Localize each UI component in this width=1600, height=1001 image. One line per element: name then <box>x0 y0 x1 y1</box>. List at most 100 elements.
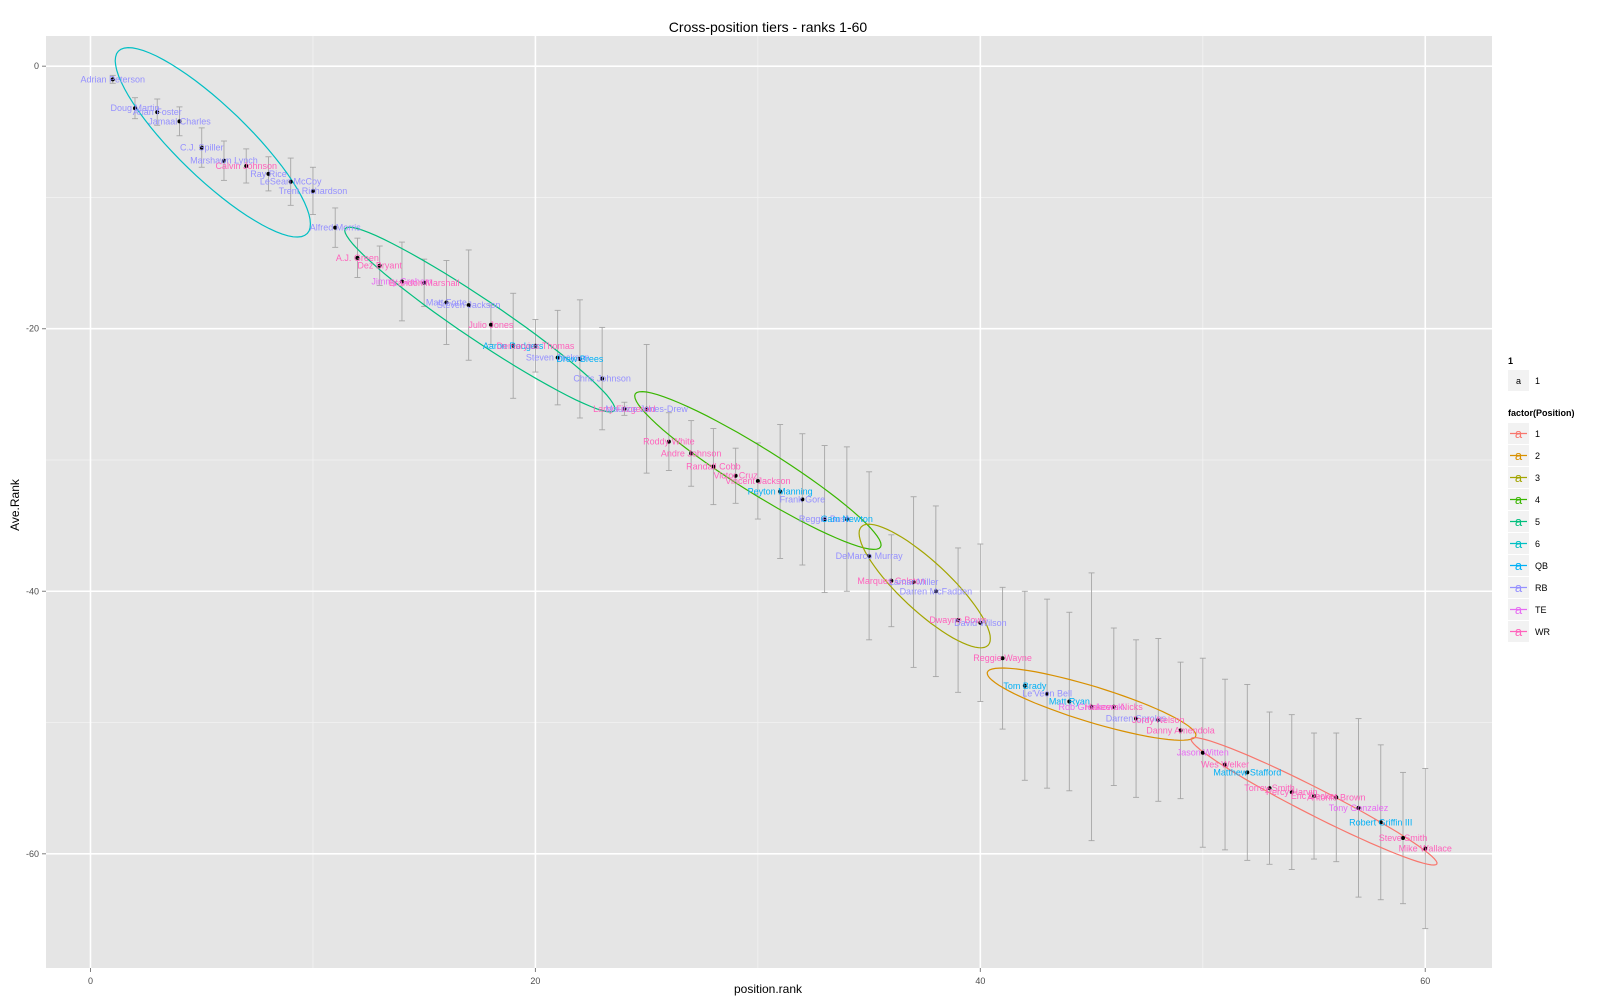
legend-key <box>1508 370 1529 391</box>
player-label: Ray Rice <box>250 169 287 179</box>
legend-label: RB <box>1535 583 1548 593</box>
chart-title: Cross-position tiers - ranks 1-60 <box>669 19 868 35</box>
player-label: Percy Harvin <box>1266 787 1318 797</box>
x-tick-label: 20 <box>530 976 540 986</box>
player-label: Chris Johnson <box>573 374 631 384</box>
data-point <box>755 478 760 483</box>
legend-title-group1: 1 <box>1508 356 1513 366</box>
player-label: Vincent Jackson <box>725 476 790 486</box>
player-label: Peyton Manning <box>748 486 813 496</box>
y-tick-label: 0 <box>34 61 39 71</box>
legend-label: 1 <box>1535 376 1540 386</box>
player-label: Lamar Miller <box>889 577 939 587</box>
player-label: Maurice Jones-Drew <box>605 404 688 414</box>
player-label: Torrey Smith <box>1244 783 1295 793</box>
legend-label: 5 <box>1535 517 1540 527</box>
player-label: LeSean McCoy <box>260 177 322 187</box>
player-label: Matt Forte <box>426 297 467 307</box>
legend: 1 factor(Position) a 1a 1a 2a 3a 4a 5a 6a QBa RBa… <box>1508 356 1575 642</box>
player-label: Jimmy Graham <box>371 276 432 286</box>
data-point <box>1134 716 1139 721</box>
data-point <box>889 578 894 583</box>
player-label: Mike Wallace <box>1399 844 1452 854</box>
legend-key-glyph: a <box>1515 448 1523 463</box>
data-point <box>555 355 560 360</box>
data-point <box>644 406 649 411</box>
player-label: Roddy White <box>643 437 695 447</box>
player-label: Rob Gronkowski <box>1059 702 1125 712</box>
player-label: Frank Gore <box>780 494 826 504</box>
player-label: Larry Fitzgerald <box>593 404 656 414</box>
data-point <box>132 106 137 111</box>
legend-key-glyph: a <box>1515 602 1523 617</box>
player-label: Doug Martin <box>110 103 159 113</box>
plot-panel <box>46 36 1492 968</box>
legend-key-glyph: a <box>1515 514 1523 529</box>
data-point <box>1423 846 1428 851</box>
data-point <box>600 376 605 381</box>
player-label: Drew Brees <box>556 354 604 364</box>
player-label: Danny Amendola <box>1146 725 1215 735</box>
player-label: Hakeem Nicks <box>1085 702 1144 712</box>
y-tick-label: -40 <box>26 586 39 596</box>
player-label: Steve Smith <box>1379 833 1428 843</box>
data-point <box>310 188 315 193</box>
player-label: Steven Jackson <box>437 300 501 310</box>
data-point <box>1089 704 1094 709</box>
player-label: Julio Jones <box>468 320 514 330</box>
data-point <box>1045 691 1050 696</box>
player-label: C.J. Spiller <box>180 143 224 153</box>
legend-key-glyph: a <box>1515 558 1523 573</box>
data-point <box>333 225 338 230</box>
player-label: DeMarco Murray <box>836 551 904 561</box>
player-label: Reggie Bush <box>799 514 851 524</box>
player-label: Darren Sproles <box>1106 714 1167 724</box>
legend-key-glyph: a <box>1515 492 1523 507</box>
data-point <box>466 303 471 308</box>
player-label: Marques Colston <box>857 576 925 586</box>
legend-label: 1 <box>1535 429 1540 439</box>
player-label: Dez Bryant <box>357 261 402 271</box>
data-point <box>867 553 872 558</box>
player-label: Tony Gonzalez <box>1329 803 1389 813</box>
data-point <box>1223 762 1228 767</box>
x-tick-label: 60 <box>1420 976 1430 986</box>
y-tick-label: -60 <box>26 849 39 859</box>
data-point <box>488 322 493 327</box>
player-label: Arian Foster <box>133 107 182 117</box>
player-label: Andre Johnson <box>661 448 722 458</box>
legend-key-glyph: a <box>1515 426 1523 441</box>
data-point <box>1289 790 1294 795</box>
legend-key-glyph: a <box>1515 624 1523 639</box>
player-label: A.J. Green <box>336 253 379 263</box>
player-label: Brandon Marshall <box>389 278 460 288</box>
player-label: Jason Witten <box>1177 748 1229 758</box>
point-layer <box>110 77 1428 851</box>
x-tick-label: 40 <box>975 976 985 986</box>
player-label: Robert Griffin III <box>1349 817 1412 827</box>
player-label: Darren McFadden <box>900 586 973 596</box>
player-label: Demaryius Thomas <box>496 341 574 351</box>
player-label: Steven Jackson <box>526 353 590 363</box>
data-point <box>355 255 360 260</box>
data-point <box>1067 699 1072 704</box>
player-label: Dwayne Bowe <box>929 615 987 625</box>
player-label: Eric Decker <box>1291 791 1338 801</box>
data-point <box>177 119 182 124</box>
data-point <box>422 280 427 285</box>
player-label: Matthew Stafford <box>1213 767 1281 777</box>
legend-label: 6 <box>1535 539 1540 549</box>
player-label: Trent Richardson <box>279 186 348 196</box>
player-label: Jordy Nelson <box>1132 715 1185 725</box>
data-point <box>444 300 449 305</box>
x-tick-label: 0 <box>88 976 93 986</box>
legend-items: a 1 a 1 a 2 a 3 a 4 a 5 a 6 a QB a RB a TE a WR <box>1508 370 1550 642</box>
tier-ellipse-3 <box>858 523 991 649</box>
data-point <box>733 473 738 478</box>
data-point <box>1378 820 1383 825</box>
tier-ellipse-5 <box>344 226 616 413</box>
data-point <box>666 439 671 444</box>
player-label: Adrian Peterson <box>80 74 145 84</box>
